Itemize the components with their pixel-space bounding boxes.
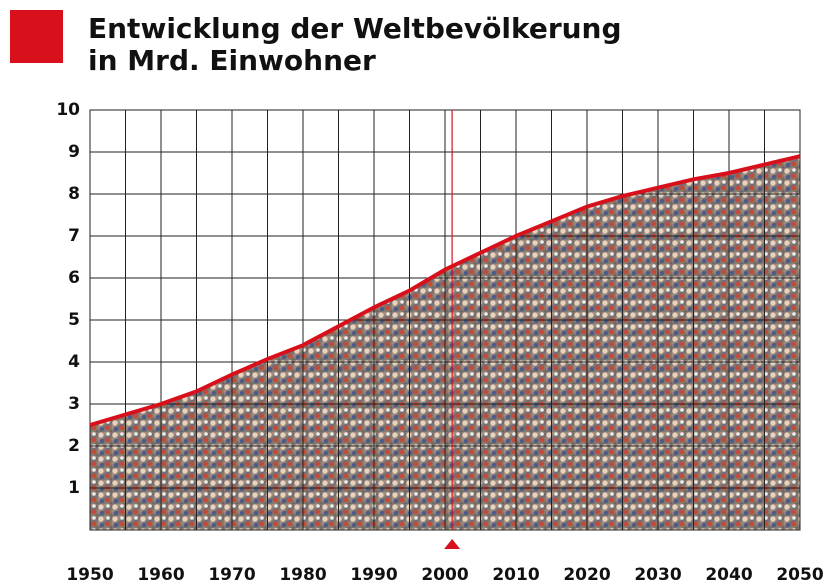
x-tick-label: 2000 [421, 565, 468, 585]
x-tick-label: 2030 [634, 565, 681, 585]
x-tick-label: 1950 [66, 565, 113, 585]
y-tick-label: 4 [68, 352, 80, 372]
y-tick-label: 1 [68, 478, 80, 498]
y-tick-label: 3 [68, 394, 80, 414]
y-tick-label: 8 [68, 184, 80, 204]
x-tick-label: 2040 [705, 565, 752, 585]
chart: Entwicklung der Weltbevölkerung in Mrd. … [0, 0, 823, 588]
y-tick-label: 6 [68, 268, 80, 288]
highlight-marker [444, 539, 460, 549]
y-tick-label: 5 [68, 310, 80, 330]
x-tick-label: 2050 [776, 565, 823, 585]
x-tick-label: 2020 [563, 565, 610, 585]
y-tick-label: 10 [56, 100, 80, 120]
x-tick-label: 1980 [279, 565, 326, 585]
x-tick-label: 1990 [350, 565, 397, 585]
y-tick-label: 7 [68, 226, 80, 246]
chart-subtitle: in Mrd. Einwohner [88, 44, 376, 77]
logo-square [10, 10, 63, 63]
x-tick-label: 2010 [492, 565, 539, 585]
x-tick-label: 1960 [137, 565, 184, 585]
y-tick-label: 2 [68, 436, 80, 456]
x-tick-label: 1970 [208, 565, 255, 585]
chart-title: Entwicklung der Weltbevölkerung [88, 12, 622, 45]
y-tick-label: 9 [68, 142, 80, 162]
